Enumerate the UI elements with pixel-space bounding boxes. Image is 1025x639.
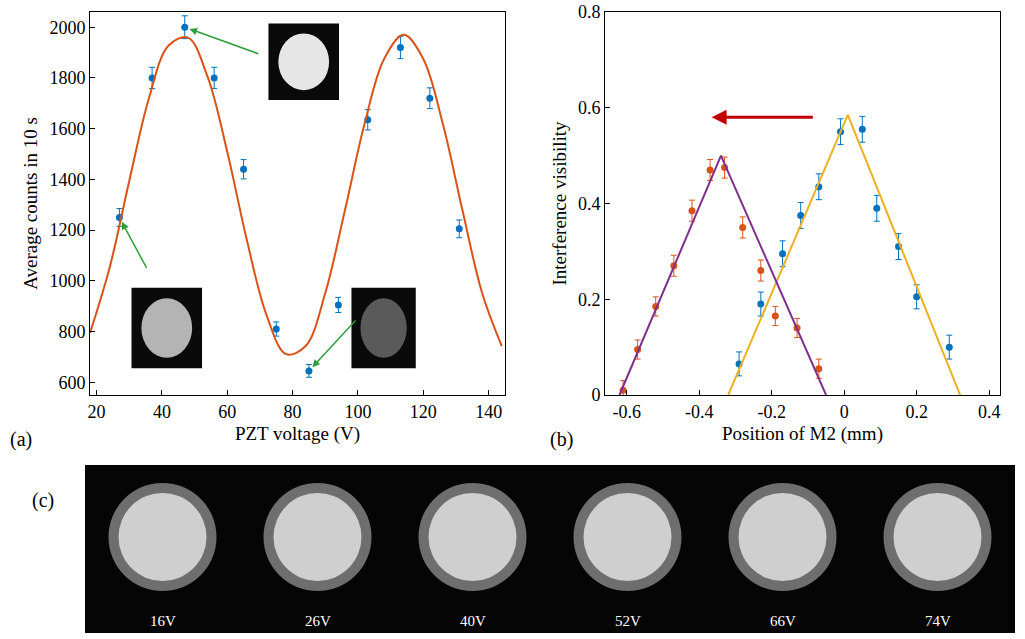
- svg-text:(b): (b): [550, 428, 573, 451]
- svg-text:600: 600: [58, 373, 85, 393]
- svg-text:16V: 16V: [150, 613, 176, 629]
- svg-text:60: 60: [218, 402, 236, 422]
- svg-text:0.8: 0.8: [578, 2, 601, 22]
- svg-text:52V: 52V: [615, 613, 641, 629]
- svg-text:0: 0: [591, 385, 600, 405]
- svg-text:2000: 2000: [49, 18, 85, 38]
- svg-text:74V: 74V: [925, 613, 951, 629]
- svg-text:-0.2: -0.2: [757, 402, 786, 422]
- svg-text:40V: 40V: [460, 613, 486, 629]
- svg-text:-0.6: -0.6: [612, 402, 641, 422]
- svg-text:0.6: 0.6: [578, 98, 601, 118]
- svg-text:0.2: 0.2: [905, 402, 928, 422]
- svg-text:Position of M2 (mm): Position of M2 (mm): [722, 423, 883, 445]
- svg-text:Average counts in 10 s: Average counts in 10 s: [20, 117, 41, 290]
- svg-text:800: 800: [58, 322, 85, 342]
- svg-text:26V: 26V: [305, 613, 331, 629]
- svg-text:-0.4: -0.4: [685, 402, 714, 422]
- svg-text:(c): (c): [32, 489, 54, 512]
- svg-text:1600: 1600: [49, 119, 85, 139]
- svg-text:120: 120: [410, 402, 437, 422]
- svg-text:0.2: 0.2: [578, 290, 601, 310]
- svg-text:100: 100: [344, 402, 371, 422]
- svg-text:0: 0: [840, 402, 849, 422]
- svg-text:1200: 1200: [49, 220, 85, 240]
- svg-text:20: 20: [88, 402, 106, 422]
- svg-text:(a): (a): [10, 428, 32, 451]
- svg-text:66V: 66V: [770, 613, 796, 629]
- svg-text:0.4: 0.4: [578, 194, 601, 214]
- svg-text:40: 40: [153, 402, 171, 422]
- svg-text:80: 80: [284, 402, 302, 422]
- svg-text:Interference visibility: Interference visibility: [549, 121, 570, 286]
- svg-text:0.4: 0.4: [978, 402, 1001, 422]
- svg-text:140: 140: [475, 402, 502, 422]
- svg-text:1000: 1000: [49, 271, 85, 291]
- svg-text:PZT voltage (V): PZT voltage (V): [235, 423, 360, 445]
- svg-text:1400: 1400: [49, 170, 85, 190]
- svg-text:1800: 1800: [49, 68, 85, 88]
